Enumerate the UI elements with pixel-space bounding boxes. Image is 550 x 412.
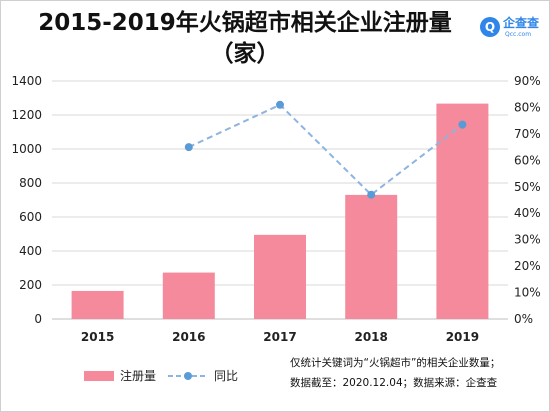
- chart-title: 2015-2019年火锅超市相关企业注册量 （家）: [0, 8, 490, 70]
- bar: [436, 103, 489, 319]
- yoy-line: [188, 103, 464, 197]
- x-tick-label: 2019: [446, 330, 479, 344]
- qcc-logo-icon: Q: [480, 17, 500, 37]
- legend-line-label: 同比: [214, 369, 238, 383]
- chart-title-line1: 2015-2019年火锅超市相关企业注册量: [38, 10, 452, 36]
- qcc-logo: Q 企查查 Qcc.com: [480, 16, 542, 42]
- y-right-tick-label: 30%: [514, 233, 541, 247]
- y-left-tick-label: 400: [19, 244, 42, 258]
- legend-bar-swatch: [84, 371, 114, 381]
- legend-bar-label: 注册量: [120, 368, 156, 383]
- yoy-point: [184, 143, 193, 152]
- axis-labels: 0 200 400 600 800 1000 1200 1400 0% 10% 20% 30% 40% 5…: [11, 74, 540, 344]
- chart-title-line2: （家）: [210, 41, 280, 67]
- x-tick-label: 2017: [263, 330, 296, 344]
- qcc-logo-subtext: Qcc.com: [505, 31, 532, 38]
- yoy-point: [367, 190, 376, 199]
- footnote-line1: 仅统计关键词为“火锅超市”的相关企业数量；: [290, 357, 501, 369]
- x-tick-label: 2016: [172, 330, 205, 344]
- y-right-tick-label: 80%: [514, 100, 541, 114]
- legend: 注册量 同比: [84, 368, 238, 383]
- y-left-tick-label: 0: [34, 312, 42, 326]
- legend-line-marker: [184, 372, 192, 380]
- y-left-tick-label: 1200: [11, 108, 42, 122]
- yoy-point: [458, 120, 467, 129]
- bar: [71, 290, 124, 319]
- y-left-tick-label: 800: [19, 176, 42, 190]
- bar: [254, 234, 306, 319]
- y-left-tick-label: 200: [19, 278, 42, 292]
- y-left-tick-label: 600: [19, 210, 42, 224]
- y-right-tick-label: 20%: [514, 259, 541, 273]
- line-series: [184, 100, 467, 199]
- y-left-tick-label: 1000: [11, 142, 42, 156]
- bar: [345, 194, 398, 319]
- bar: [162, 272, 215, 319]
- y-left-tick-label: 1400: [11, 74, 42, 88]
- y-right-tick-label: 40%: [514, 206, 541, 220]
- y-right-tick-label: 70%: [514, 127, 541, 141]
- qcc-logo-text: 企查查: [503, 16, 540, 30]
- bar-series: [71, 103, 489, 319]
- y-right-tick-label: 0%: [514, 312, 533, 326]
- yoy-point: [276, 100, 284, 109]
- y-right-tick-label: 10%: [514, 286, 541, 300]
- y-right-tick-label: 90%: [514, 74, 541, 88]
- footnote-line2: 数据截至：2020.12.04；数据来源：企查查: [290, 377, 498, 389]
- y-right-tick-label: 60%: [514, 153, 541, 167]
- x-tick-label: 2018: [354, 330, 387, 344]
- x-tick-label: 2015: [81, 330, 114, 344]
- y-right-tick-label: 50%: [514, 180, 541, 194]
